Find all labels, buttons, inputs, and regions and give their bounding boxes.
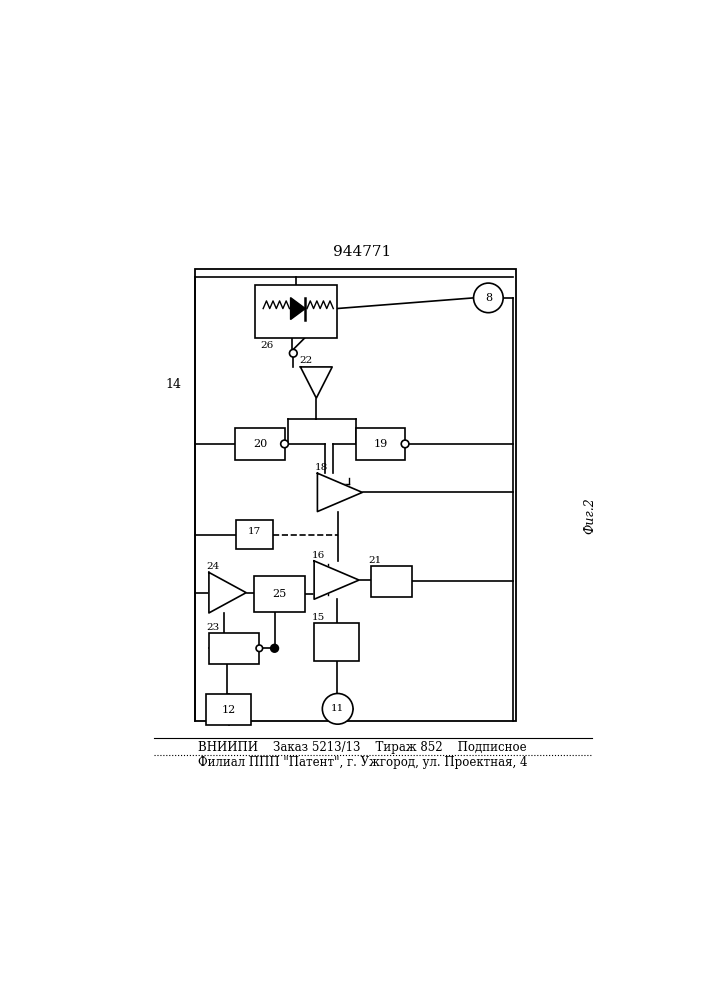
Text: 16: 16 — [311, 551, 325, 560]
Text: 26: 26 — [260, 341, 273, 350]
Text: 18: 18 — [315, 463, 328, 472]
Text: 11: 11 — [331, 704, 344, 713]
Bar — [314, 623, 359, 661]
Polygon shape — [314, 561, 359, 599]
Text: Фиг.2: Фиг.2 — [583, 498, 596, 534]
Polygon shape — [291, 298, 305, 320]
Text: 15: 15 — [311, 613, 325, 622]
Text: 14: 14 — [165, 378, 181, 391]
Circle shape — [474, 283, 503, 313]
Text: 21: 21 — [368, 556, 381, 565]
Text: 12: 12 — [221, 705, 235, 715]
Text: Филиал ППП "Патент", г. Ужгород, ул. Проектная, 4: Филиал ППП "Патент", г. Ужгород, ул. Про… — [197, 756, 527, 769]
Bar — [370, 566, 411, 597]
Text: 24: 24 — [206, 562, 219, 571]
Circle shape — [402, 440, 409, 448]
Text: 20: 20 — [252, 439, 267, 449]
Text: 17: 17 — [248, 527, 262, 536]
Bar — [236, 520, 273, 549]
Circle shape — [256, 645, 262, 652]
Text: 8: 8 — [485, 293, 492, 303]
Text: 23: 23 — [206, 623, 219, 632]
Bar — [195, 269, 516, 721]
Text: ВНИИПИ    Заказ 5213/13    Тираж 852    Подписное: ВНИИПИ Заказ 5213/13 Тираж 852 Подписное — [198, 741, 527, 754]
Bar — [235, 428, 284, 460]
Text: 19: 19 — [373, 439, 387, 449]
Circle shape — [322, 693, 353, 724]
Bar — [356, 428, 405, 460]
Polygon shape — [317, 473, 363, 512]
Polygon shape — [300, 367, 332, 398]
Circle shape — [289, 349, 297, 357]
Circle shape — [281, 440, 288, 448]
Bar — [255, 576, 305, 612]
Bar — [206, 694, 251, 725]
Circle shape — [271, 644, 279, 652]
Text: 25: 25 — [272, 589, 287, 599]
Text: 944771: 944771 — [333, 245, 392, 259]
Bar — [255, 285, 337, 338]
Polygon shape — [209, 572, 246, 613]
Text: 22: 22 — [299, 356, 312, 365]
Bar — [209, 633, 259, 664]
